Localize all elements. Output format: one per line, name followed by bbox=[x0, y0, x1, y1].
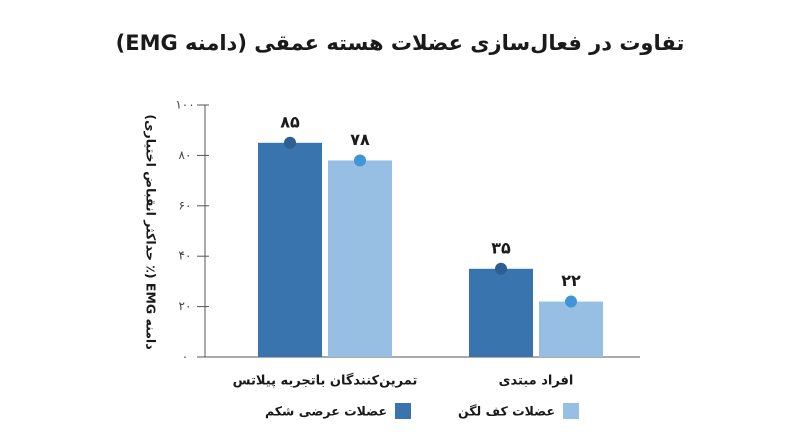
legend-label: عضلات کف لگن bbox=[458, 404, 555, 419]
bar bbox=[258, 142, 322, 357]
chart-title: تفاوت در فعال‌سازی عضلات هسته عمقی (دامن… bbox=[116, 31, 685, 55]
legend-swatch bbox=[395, 403, 411, 419]
bar-dot bbox=[565, 295, 577, 308]
legend-label: عضلات عرضی شکم bbox=[265, 404, 387, 419]
legend-swatch bbox=[563, 403, 579, 419]
bar bbox=[539, 301, 603, 357]
value-label: ۸۵ bbox=[280, 112, 300, 131]
value-label: ۳۵ bbox=[491, 238, 511, 257]
y-tick-label: ۶۰ bbox=[179, 198, 192, 212]
bar-dot bbox=[284, 136, 296, 149]
y-tick-label: ۱۰۰ bbox=[175, 98, 194, 112]
y-tick-label: ۴۰ bbox=[179, 249, 192, 263]
bar-dot bbox=[354, 154, 366, 167]
x-tick-label: تمرین‌کنندگان باتجربه پیلاتس bbox=[233, 373, 418, 389]
y-tick-label: ۲۰ bbox=[179, 299, 192, 313]
value-label: ۷۸ bbox=[350, 130, 370, 149]
y-tick-label: ۰ bbox=[182, 350, 188, 364]
x-tick-label: افراد مبتدی bbox=[499, 374, 574, 389]
bar bbox=[469, 268, 533, 357]
bar-dot bbox=[495, 262, 507, 275]
y-tick-label: ۸۰ bbox=[179, 148, 192, 162]
value-label: ۲۲ bbox=[561, 271, 581, 290]
y-axis-label: دامنه EMG (٪ حداکثر انقباض اختیاری) bbox=[144, 114, 159, 349]
bar bbox=[328, 160, 392, 357]
